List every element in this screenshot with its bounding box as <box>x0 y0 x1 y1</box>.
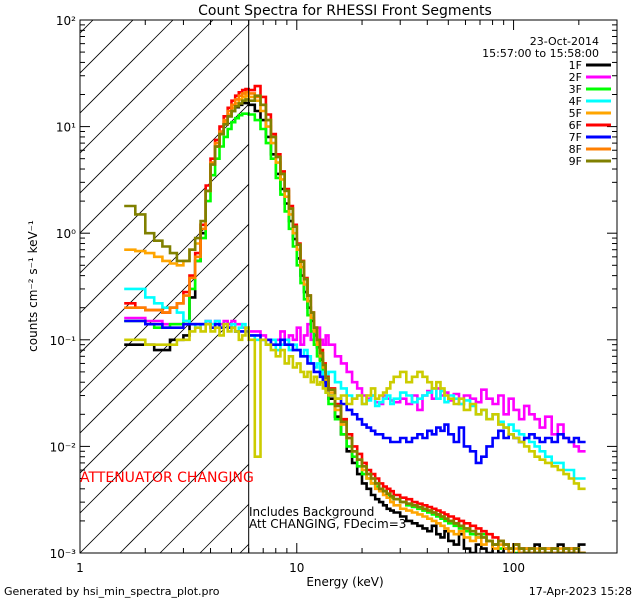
x-axis: 1 10 100 <box>76 20 618 575</box>
y-tick-label: 10⁰ <box>56 227 76 241</box>
att-state-annotation: Att CHANGING, FDecim=3 <box>249 517 406 531</box>
timestamp-footer: 17-Apr-2023 15:28 <box>529 585 632 598</box>
y-tick-label: 10⁻¹ <box>50 334 77 348</box>
legend-label-9F: 9F <box>569 155 582 168</box>
x-tick-label: 100 <box>502 561 525 575</box>
x-tick-label: 10 <box>289 561 304 575</box>
y-tick-label: 10² <box>56 14 76 28</box>
generator-footer: Generated by hsi_min_spectra_plot.pro <box>4 585 220 598</box>
date-label: 23-Oct-2014 <box>530 35 599 48</box>
legend-label-7F: 7F <box>569 131 582 144</box>
plot-frame <box>79 19 618 554</box>
y-tick-label: 10¹ <box>56 121 76 135</box>
series-line-yellow <box>124 322 586 491</box>
background-annotation: Includes Background <box>249 505 374 519</box>
chart-title: Count Spectra for RHESSI Front Segments <box>198 3 492 19</box>
legend-label-5F: 5F <box>569 107 582 120</box>
time-range-label: 15:57:00 to 15:58:00 <box>482 47 599 60</box>
attenuator-annotation: ATTENUATOR CHANGING <box>80 470 254 486</box>
y-tick-label: 10⁻² <box>50 440 77 454</box>
legend-label-3F: 3F <box>569 83 582 96</box>
hatch-line <box>80 20 334 274</box>
y-tick-label: 10⁻³ <box>50 547 77 561</box>
y-axis: 10² 10¹ 10⁰ 10⁻¹ 10⁻² 10⁻³ <box>50 14 617 561</box>
hatch-line <box>80 20 254 194</box>
y-axis-label: counts cm⁻² s⁻¹ keV⁻¹ <box>26 220 40 352</box>
x-tick-label: 1 <box>76 561 84 575</box>
hatch-line <box>0 20 13 553</box>
legend-label-2F: 2F <box>569 71 582 84</box>
x-axis-label: Energy (keV) <box>306 575 383 589</box>
legend-label-8F: 8F <box>569 143 582 156</box>
legend-label-4F: 4F <box>569 95 582 108</box>
hatch-line <box>80 20 174 114</box>
hatch-line <box>80 20 294 234</box>
legend-label-1F: 1F <box>569 59 582 72</box>
series-line-9F <box>124 94 586 553</box>
legend-label-6F: 6F <box>569 119 582 132</box>
hatch-line <box>80 20 214 154</box>
